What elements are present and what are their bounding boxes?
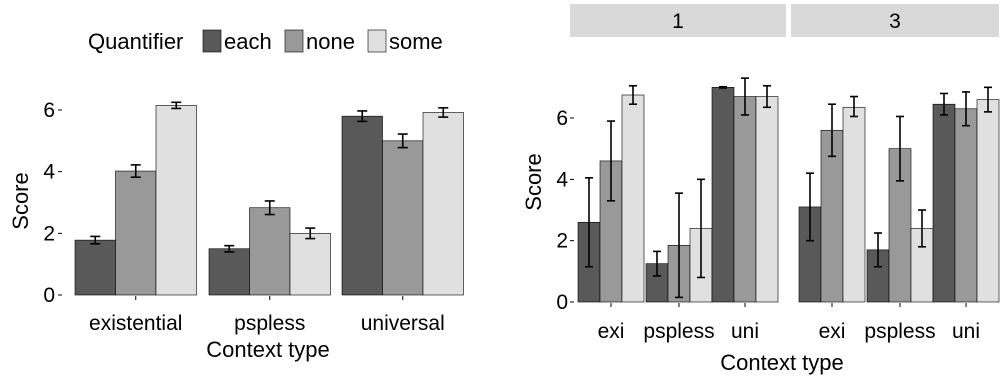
bar-facet3-exi-some bbox=[842, 106, 866, 303]
errorbar-facet3-uni-none bbox=[962, 91, 970, 127]
errorbar-facet1-pspless-some bbox=[697, 178, 705, 279]
right-x-tick-label-facet3-uni: uni bbox=[952, 320, 980, 343]
right-x-tick-label-facet3-exi: exi bbox=[819, 320, 846, 343]
right-x-tick-label-facet3-pspless: pspless bbox=[864, 320, 935, 343]
left-x-tick-label-pspless: pspless bbox=[234, 312, 305, 335]
errorbar-facet1-pspless-none bbox=[675, 192, 683, 299]
right-y-tick-label-0: 0 bbox=[556, 291, 568, 314]
left-x-tick-label-existential: existential bbox=[89, 312, 182, 335]
left-y-axis: 0 2 4 6 bbox=[43, 99, 62, 307]
left-x-axis: existential pspless universal bbox=[89, 296, 445, 335]
legend-title: Quantifier bbox=[88, 29, 183, 54]
errorbar-pspless-some bbox=[305, 227, 316, 240]
errorbar-facet3-exi-none bbox=[828, 103, 836, 158]
right-x-tick-label-facet1-uni: uni bbox=[731, 320, 759, 343]
errorbar-facet3-pspless-each bbox=[874, 232, 882, 268]
errorbar-facet3-pspless-none bbox=[896, 115, 904, 182]
right-y-tick-label-4: 4 bbox=[556, 168, 568, 191]
left-y-axis-title: Score bbox=[8, 172, 33, 229]
left-bars bbox=[74, 101, 464, 296]
bar-pspless-none bbox=[249, 207, 291, 296]
errorbar-facet1-exi-each bbox=[585, 177, 593, 268]
bar-facet1-exi-some bbox=[621, 94, 645, 303]
legend-label-each: each bbox=[224, 29, 272, 54]
bar-facet3-uni-some bbox=[976, 99, 1000, 303]
errorbar-facet3-pspless-some bbox=[918, 209, 926, 248]
legend-swatch-some bbox=[367, 29, 387, 53]
errorbar-existential-none bbox=[130, 164, 141, 179]
right-x-tick-label-facet1-exi: exi bbox=[598, 320, 625, 343]
facet-strip-label-3: 3 bbox=[889, 10, 901, 33]
bar-existential-some bbox=[155, 105, 197, 296]
errorbar-universal-some bbox=[438, 107, 449, 118]
right-y-axis: 0 2 4 6 bbox=[556, 107, 574, 314]
errorbar-universal-none bbox=[397, 133, 408, 149]
legend-label-some: some bbox=[389, 29, 443, 54]
facet-strip-label-1: 1 bbox=[672, 10, 684, 33]
left-x-axis-title: Context type bbox=[206, 337, 330, 362]
bar-universal-some bbox=[422, 112, 464, 296]
errorbar-facet1-uni-each bbox=[719, 85, 727, 89]
bar-facet3-uni-none bbox=[954, 108, 978, 303]
bar-facet1-uni-each bbox=[711, 87, 735, 303]
right-x-tick-label-facet1-pspless: pspless bbox=[643, 320, 714, 343]
legend: Quantifier each none some bbox=[88, 29, 443, 54]
right-chart: 1 3 0 2 4 6 exi pspless uni exi pspless uni Cont… bbox=[521, 4, 1000, 375]
bar-universal-none bbox=[382, 140, 424, 296]
bar-pspless-each bbox=[208, 248, 250, 296]
bar-universal-each bbox=[341, 115, 383, 296]
errorbar-facet3-uni-each bbox=[940, 92, 948, 116]
bar-facet3-uni-each bbox=[932, 103, 956, 303]
legend-swatch-none bbox=[284, 29, 304, 53]
errorbar-facet1-exi-none bbox=[607, 120, 615, 202]
left-y-tick-label-4: 4 bbox=[43, 161, 55, 184]
left-y-tick-label-6: 6 bbox=[43, 99, 55, 122]
left-y-tick-label-0: 0 bbox=[43, 284, 55, 307]
errorbar-universal-each bbox=[357, 110, 368, 123]
legend-label-none: none bbox=[306, 29, 355, 54]
errorbar-facet3-uni-some bbox=[984, 86, 992, 113]
facet-strip-1 bbox=[570, 4, 786, 37]
bar-pspless-some bbox=[289, 233, 331, 296]
errorbar-existential-each bbox=[90, 235, 101, 245]
right-y-axis-title: Score bbox=[521, 153, 546, 210]
right-x-axis-title: Context type bbox=[720, 350, 844, 375]
right-y-tick-label-6: 6 bbox=[556, 107, 568, 130]
errorbar-facet3-exi-some bbox=[850, 95, 858, 118]
left-chart: Quantifier each none some 0 2 4 6 existenti… bbox=[8, 29, 464, 362]
bar-facet1-uni-some bbox=[755, 96, 779, 303]
bar-existential-each bbox=[74, 239, 116, 296]
errorbar-existential-some bbox=[171, 101, 182, 110]
errorbar-pspless-each bbox=[224, 244, 235, 253]
errorbar-facet1-exi-some bbox=[629, 85, 637, 105]
left-y-tick-label-2: 2 bbox=[43, 222, 55, 245]
bar-existential-none bbox=[115, 170, 157, 296]
errorbar-facet1-pspless-each bbox=[653, 250, 661, 277]
errorbar-pspless-none bbox=[264, 200, 275, 216]
errorbar-facet1-uni-none bbox=[741, 77, 749, 116]
errorbar-facet1-uni-some bbox=[763, 85, 771, 109]
legend-swatch-each bbox=[202, 29, 222, 53]
right-y-tick-label-2: 2 bbox=[556, 230, 568, 253]
bar-facet1-uni-none bbox=[733, 96, 757, 303]
left-x-tick-label-universal: universal bbox=[361, 312, 445, 335]
errorbar-facet3-exi-each bbox=[806, 172, 814, 242]
right-x-axis: exi pspless uni exi pspless uni bbox=[598, 303, 980, 343]
right-bars bbox=[577, 77, 1000, 303]
facet-strip-3 bbox=[791, 4, 999, 37]
